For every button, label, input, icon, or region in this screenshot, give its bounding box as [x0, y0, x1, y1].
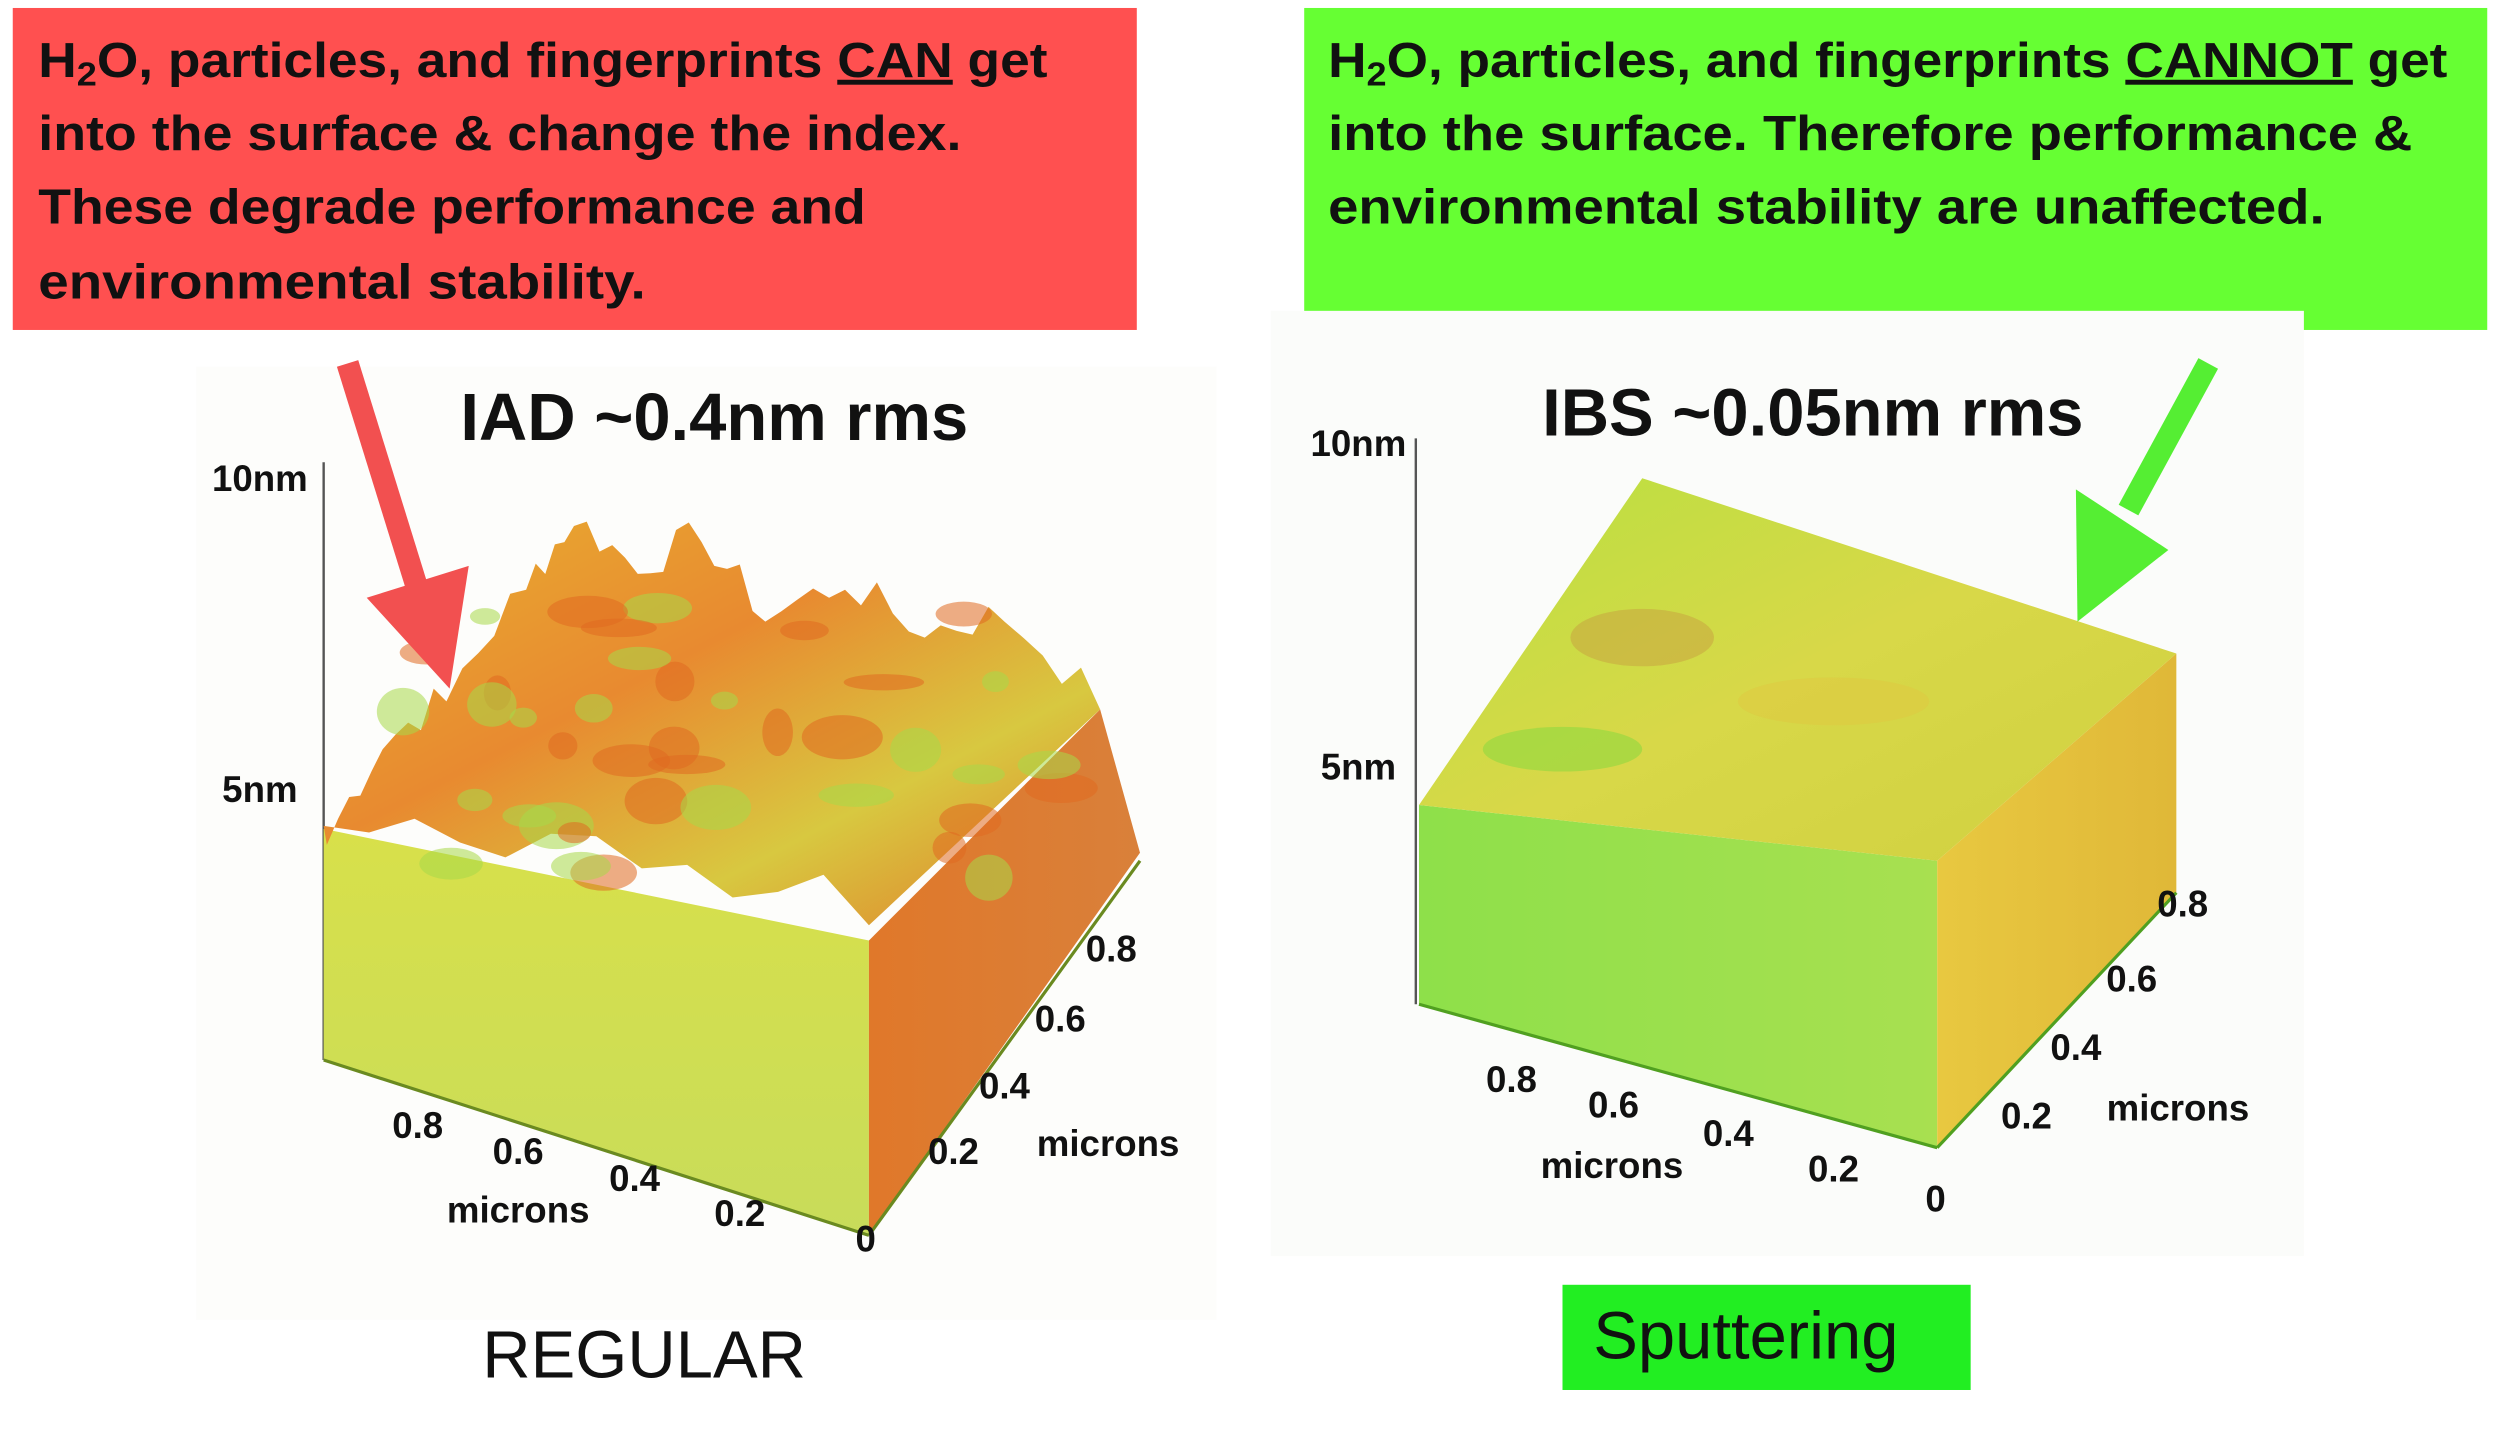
texture [935, 601, 992, 627]
tick-label: 0.4 [1703, 1113, 1755, 1154]
tick-label: 0.6 [493, 1131, 544, 1172]
tick-label: 0.4 [979, 1065, 1031, 1106]
tick-label: 0.8 [2157, 884, 2208, 925]
tick-label: 0 [856, 1218, 876, 1259]
texture [547, 595, 628, 629]
texture [574, 694, 613, 723]
texture [557, 821, 592, 844]
texture [376, 687, 430, 736]
z-label: 5nm [222, 769, 297, 810]
texture [551, 851, 611, 881]
texture [680, 784, 752, 830]
texture [457, 788, 493, 812]
texture [939, 803, 1002, 837]
note-line: environmental stability are unaffected. [1328, 179, 2324, 234]
caption-box [1562, 1284, 1971, 1390]
smooth-surface [1414, 438, 2178, 1150]
note-line: H 2O, particles, and fingerprints CANNOT … [1328, 33, 2447, 94]
texture [780, 620, 829, 641]
tick-label: 0.2 [1808, 1148, 1859, 1189]
z-label: 10nm [1311, 423, 1407, 464]
tick-label: 0.6 [1035, 998, 1086, 1039]
note-line: H 2O, particles, and fingerprints CAN get [38, 33, 1047, 94]
texture [655, 661, 695, 702]
texture [801, 715, 883, 760]
texture [419, 847, 483, 880]
axis-label: microns [1037, 1123, 1180, 1164]
note-line: environmental stability. [38, 254, 645, 309]
note-line: These degrade performance and [38, 179, 865, 234]
texture [762, 708, 793, 757]
axis-label: microns [1541, 1145, 1684, 1186]
caption: Sputtering [1593, 1298, 1898, 1373]
texture [1024, 772, 1098, 803]
note-box [12, 7, 1137, 330]
note-box [1304, 7, 2488, 330]
texture [623, 592, 693, 624]
arrow [2075, 358, 2219, 622]
tick-label: 0.8 [1486, 1059, 1537, 1100]
note-line: into the surface & change the index. [38, 106, 961, 161]
plot-title: IBS ~0.05nm rms [1542, 375, 2083, 450]
tick-label: 0.6 [2106, 959, 2157, 1000]
texture [467, 682, 517, 727]
texture [1017, 750, 1081, 780]
texture [592, 744, 671, 778]
z-label: 10nm [212, 458, 308, 499]
texture [982, 671, 1009, 693]
z-label: 5nm [1321, 747, 1396, 788]
caption: REGULAR [482, 1317, 806, 1392]
texture [818, 783, 894, 807]
texture [469, 608, 501, 625]
tick-label: 0.8 [1086, 928, 1137, 969]
texture [890, 727, 942, 772]
texture [509, 707, 537, 728]
arrow [336, 360, 469, 689]
texture [502, 804, 557, 828]
plot-title: IAD ~0.4nm rms [460, 380, 968, 455]
note-line: into the surface. Therefore performance … [1328, 106, 2412, 161]
tick-label: 0.2 [928, 1131, 979, 1172]
axis-label: microns [2107, 1088, 2250, 1129]
axis-label: microns [447, 1190, 590, 1231]
texture [843, 674, 925, 691]
texture [607, 646, 672, 671]
texture [965, 854, 1013, 901]
texture [952, 764, 1005, 785]
tick-label: 0 [1925, 1179, 1945, 1220]
tick-label: 0.4 [2050, 1027, 2102, 1068]
tick-label: 0.6 [1588, 1085, 1639, 1126]
texture [648, 754, 726, 775]
tick-label: 0.4 [609, 1158, 661, 1199]
tick-label: 0.2 [2001, 1096, 2052, 1137]
texture [548, 732, 578, 760]
tick-label: 0.8 [392, 1105, 443, 1146]
rough-surface [322, 462, 1142, 1237]
texture [932, 831, 967, 864]
texture [624, 777, 688, 825]
tick-label: 0.2 [714, 1193, 765, 1234]
texture [710, 691, 739, 710]
